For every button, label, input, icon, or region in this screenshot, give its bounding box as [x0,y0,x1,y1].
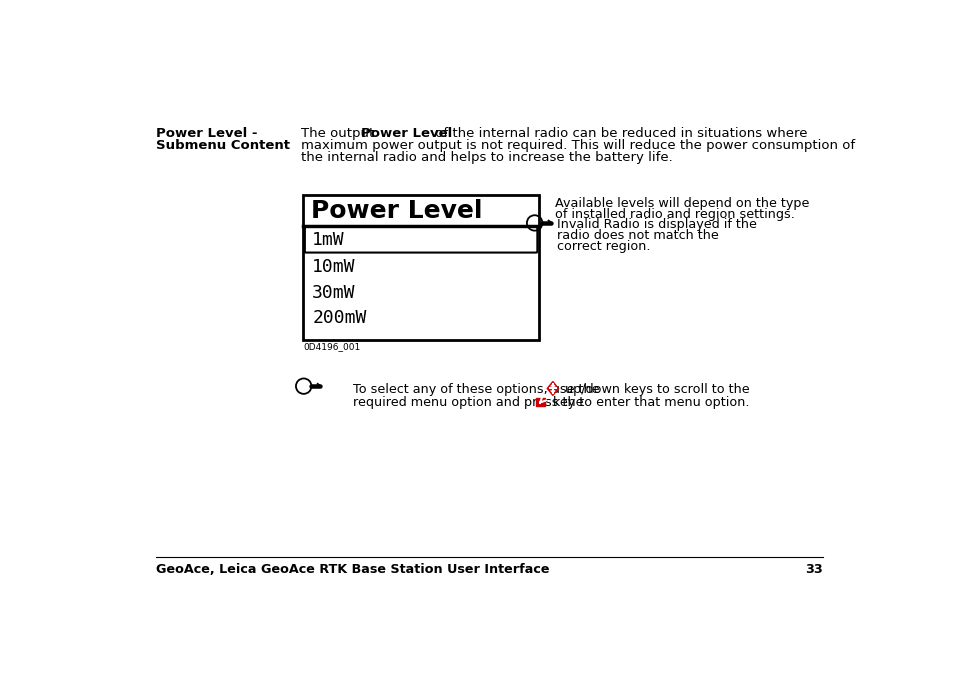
Polygon shape [536,399,544,406]
Polygon shape [547,382,558,395]
Text: required menu option and press the: required menu option and press the [353,396,587,409]
Text: key to enter that menu option.: key to enter that menu option. [548,396,749,409]
Text: 200mW: 200mW [312,309,366,327]
Text: up/down keys to scroll to the: up/down keys to scroll to the [560,383,749,396]
Text: radio does not match the: radio does not match the [557,229,719,242]
Text: Power Level: Power Level [360,127,452,140]
Text: Available levels will depend on the type: Available levels will depend on the type [555,197,808,210]
Text: 1mW: 1mW [312,232,344,249]
Text: 0D4196_001: 0D4196_001 [303,343,360,351]
Text: Invalid Radio is displayed if the: Invalid Radio is displayed if the [557,218,757,232]
Text: maximum power output is not required. This will reduce the power consumption of: maximum power output is not required. Th… [300,139,854,152]
Text: of the internal radio can be reduced in situations where: of the internal radio can be reduced in … [431,127,807,140]
Text: GeoAce, Leica GeoAce RTK Base Station User Interface: GeoAce, Leica GeoAce RTK Base Station Us… [156,563,549,576]
Text: Power Level: Power Level [311,199,481,223]
Text: correct region.: correct region. [557,240,650,253]
Text: To select any of these options, use the: To select any of these options, use the [353,383,603,396]
Text: of installed radio and region settings.: of installed radio and region settings. [555,208,794,221]
Bar [303,195,538,340]
Text: 30mW: 30mW [312,284,355,302]
Text: Submenu Content: Submenu Content [156,139,290,152]
Text: 10mW: 10mW [312,259,355,276]
Text: Power Level -: Power Level - [156,127,257,140]
FancyBboxPatch shape [305,227,537,253]
Text: the internal radio and helps to increase the battery life.: the internal radio and helps to increase… [300,150,672,164]
Text: The output: The output [300,127,377,140]
Text: 33: 33 [804,563,822,576]
